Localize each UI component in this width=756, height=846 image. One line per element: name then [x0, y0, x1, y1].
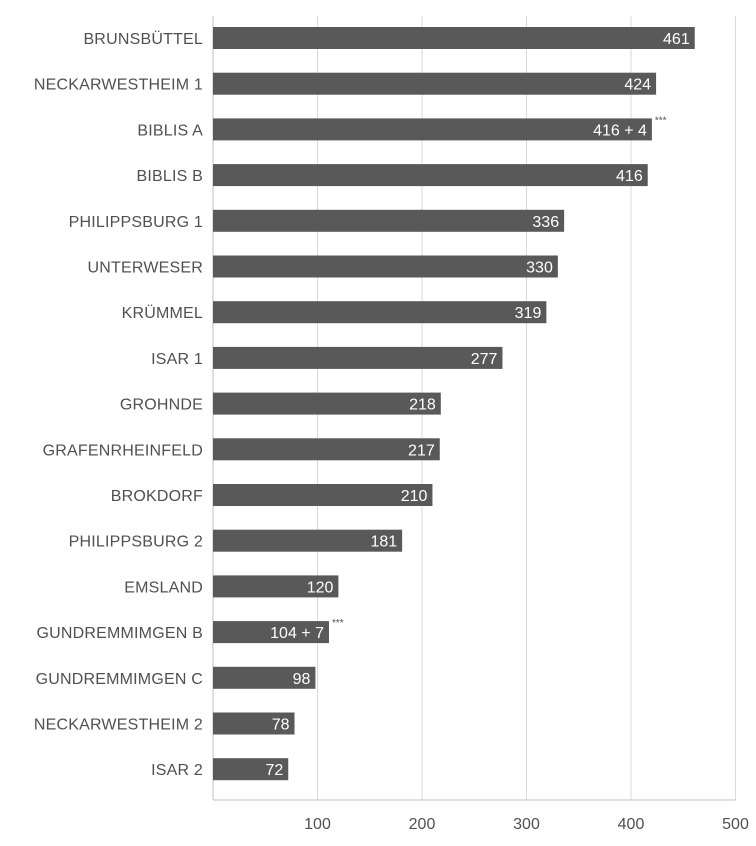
data-label: 78 [272, 717, 290, 734]
bars [213, 27, 695, 781]
x-tick-label: 300 [513, 816, 540, 833]
data-label: 98 [293, 671, 311, 688]
bar [213, 255, 558, 278]
category-label: GUNDREMMIMGEN C [36, 671, 203, 688]
bar [213, 484, 433, 506]
category-label: ISAR 2 [151, 762, 203, 779]
bar [213, 438, 440, 461]
bar [213, 164, 648, 187]
data-label: 72 [265, 762, 283, 779]
bar [213, 392, 441, 415]
category-label: NECKARWESTHEIM 2 [34, 717, 203, 734]
bar [213, 529, 403, 552]
bar [213, 209, 565, 232]
category-label: BRUNSBÜTTEL [83, 30, 203, 48]
category-label: BIBLIS A [137, 122, 203, 139]
x-tick-label: 500 [722, 816, 749, 833]
bar [213, 758, 289, 781]
data-label: 210 [401, 488, 428, 505]
data-label: 218 [409, 397, 436, 414]
data-label: 181 [370, 534, 397, 551]
bar [213, 575, 339, 598]
value-labels: 461 424 416 + 4 *** 416 336 330 319 277 218 217 210… [265, 31, 689, 779]
data-label: 416 + 4 [593, 122, 647, 139]
bar [213, 72, 657, 95]
footnote-mark: *** [655, 115, 667, 126]
category-label: GUNDREMMIMGEN B [36, 625, 203, 642]
data-label: 416 [616, 168, 643, 185]
category-label: PHILIPPSBURG 1 [69, 214, 203, 231]
data-label: 277 [471, 351, 498, 368]
bar [213, 666, 316, 689]
data-label: 217 [408, 442, 435, 459]
bar [213, 621, 329, 644]
category-label: BROKDORF [111, 488, 203, 505]
category-label: PHILIPPSBURG 2 [69, 534, 203, 551]
x-tick-label: 100 [304, 816, 331, 833]
data-label: 104 + 7 [270, 625, 324, 642]
category-label: KRÜMMEL [122, 304, 203, 322]
bar [213, 346, 503, 369]
category-label: BIBLIS B [136, 168, 203, 185]
category-labels: BRUNSBÜTTEL NECKARWESTHEIM 1 BIBLIS A BIBLI… [34, 30, 203, 779]
data-label: 461 [663, 31, 690, 48]
bar [213, 301, 547, 324]
bar [213, 27, 695, 49]
x-axis-ticks: 100 200 300 400 500 [304, 816, 749, 833]
data-label: 330 [526, 260, 553, 277]
bar [213, 712, 295, 735]
bar [213, 118, 652, 141]
category-label: GRAFENRHEINFELD [43, 442, 203, 459]
data-label: 319 [515, 305, 542, 322]
x-tick-label: 400 [618, 816, 645, 833]
data-label: 120 [307, 579, 334, 596]
category-label: EMSLAND [124, 579, 203, 596]
data-label: 424 [624, 77, 651, 94]
category-label: NECKARWESTHEIM 1 [34, 77, 203, 94]
category-label: GROHNDE [120, 397, 203, 414]
x-tick-label: 200 [409, 816, 436, 833]
data-label: 336 [532, 214, 559, 231]
category-label: UNTERWESER [88, 260, 204, 277]
category-label: ISAR 1 [151, 351, 203, 368]
footnote-mark: *** [332, 618, 344, 629]
